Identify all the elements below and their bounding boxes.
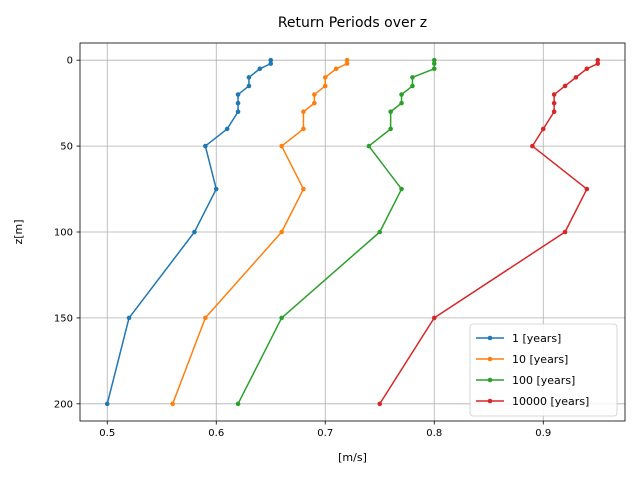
data-point [344,61,350,66]
data-point [322,75,328,80]
data-point [301,186,306,192]
data-point [235,401,241,407]
legend-marker [487,377,493,383]
data-point [235,92,241,97]
legend-item: 10 [years] [476,353,568,366]
data-point [399,100,404,106]
series-0 [104,57,274,407]
x-tick-label: 0.6 [208,428,224,439]
data-point [551,109,557,115]
data-point [540,126,546,132]
data-point [562,83,568,89]
data-point [388,109,393,115]
data-point [399,186,404,192]
data-point [431,315,437,321]
data-point [562,229,568,235]
data-point [246,83,252,89]
data-point [366,143,372,149]
axis-ticks: 0.5 0.6 0.7 0.8 0.9 0 50 100 150 200 [54,56,551,439]
data-point [344,57,350,63]
series-1 [170,57,350,407]
series-2 [235,57,437,407]
series-line [379,60,599,405]
legend-label: 1 [years] [512,332,561,345]
data-point [431,66,437,72]
y-tick-label: 200 [54,399,73,410]
data-point [551,92,557,97]
data-point [279,315,284,321]
data-point [235,100,241,106]
data-point [573,75,579,80]
data-series [104,57,601,407]
data-point [301,126,306,132]
legend-box [469,323,618,417]
data-point [104,401,110,407]
data-point [203,315,208,321]
legend-marker [487,335,493,341]
data-point [410,75,415,80]
data-point [279,143,284,149]
x-tick-label: 0.8 [426,428,442,439]
data-point [213,186,219,192]
data-point [377,401,383,407]
chart-title: Return Periods over z [278,15,427,31]
x-tick-label: 0.9 [535,428,551,439]
legend-label: 100 [years] [512,374,575,387]
data-point [388,126,393,132]
legend-item: 1 [years] [476,332,561,345]
data-point [170,401,175,407]
legend: 1 [years] 10 [years] 100 [years] 10000 [yea… [469,323,618,417]
data-point [246,75,252,80]
y-tick-label: 50 [60,142,73,153]
data-point [301,109,306,115]
x-tick-label: 0.5 [99,428,115,439]
data-point [530,143,535,149]
series-line [237,60,435,405]
y-tick-label: 0 [67,56,73,67]
legend-item: 100 [years] [476,374,575,387]
legend-label: 10 [years] [512,353,568,366]
data-point [268,61,274,66]
data-point [431,61,437,66]
data-point [333,66,339,72]
data-point [224,126,230,132]
legend-label: 10000 [years] [512,395,589,408]
series-line [171,60,348,405]
x-axis-label: [m/s] [338,451,367,464]
data-point [584,66,590,72]
legend-marker [487,356,493,362]
data-point [584,186,590,192]
legend-marker [487,398,493,404]
series-3 [377,57,601,407]
series-line [106,60,272,405]
data-point [257,66,263,72]
y-axis-label: z[m] [12,219,25,244]
x-tick-label: 0.7 [317,428,333,439]
data-point [279,229,284,235]
data-point [312,92,317,97]
y-tick-label: 150 [54,313,73,324]
legend-item: 10000 [years] [476,395,589,408]
data-point [377,229,383,235]
y-tick-label: 100 [54,228,73,239]
data-point [192,229,197,235]
data-point [431,57,437,63]
data-point [399,92,404,97]
data-point [268,57,274,63]
data-point [322,83,328,89]
data-point [595,61,601,66]
data-point [595,57,601,63]
data-point [235,109,241,115]
data-point [312,100,317,106]
data-point [203,143,208,149]
data-point [126,315,132,321]
data-point [410,83,415,89]
data-point [551,100,557,106]
